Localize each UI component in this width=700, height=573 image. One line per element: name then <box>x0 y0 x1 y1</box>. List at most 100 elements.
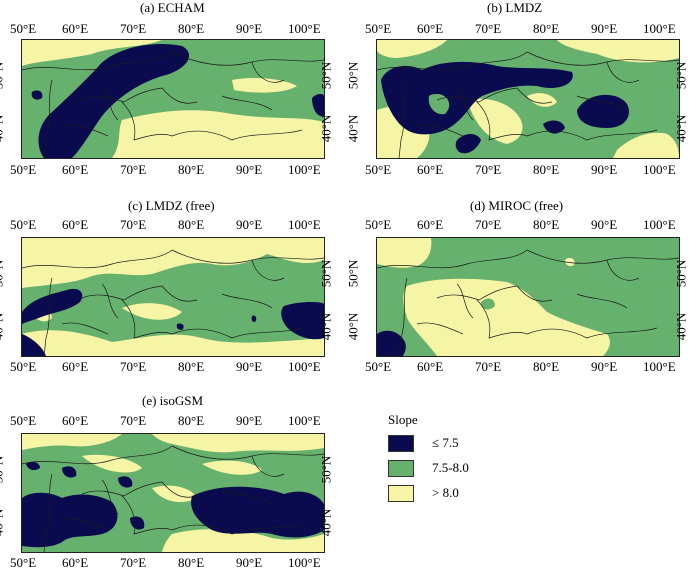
slope-high-region <box>613 132 679 158</box>
lon-tick-label: 70°E <box>120 555 147 570</box>
map-panel-c <box>21 237 325 357</box>
legend-label-low: ≤ 7.5 <box>432 435 459 450</box>
lon-tick-label: 80°E <box>178 21 205 36</box>
slope-low-region <box>191 486 324 538</box>
slope-high-region <box>22 330 324 356</box>
lon-tick-label: 70°E <box>475 21 502 36</box>
legend-swatch-mid <box>388 459 414 477</box>
lat-tick-label: 50°N <box>318 455 334 484</box>
legend-swatch-high <box>388 484 414 502</box>
lon-tick-label: 70°E <box>475 162 502 177</box>
map-panel-e <box>21 433 325 553</box>
panel-title-c: (c) LMDZ (free) <box>128 198 215 213</box>
lat-tick-label: 40°N <box>0 312 6 341</box>
slope-low-region <box>22 334 46 356</box>
slope-low-region <box>176 323 184 330</box>
slope-low-region <box>381 61 573 135</box>
legend-item-mid: 7.5-8.0 <box>388 459 469 477</box>
lon-tick-label: 90°E <box>591 217 618 232</box>
legend-label-high: > 8.0 <box>432 485 459 500</box>
lon-tick-label: 70°E <box>475 359 502 374</box>
lon-tick-label: 50°E <box>365 162 392 177</box>
slope-low-region <box>38 44 190 158</box>
lon-tick-label: 90°E <box>236 162 263 177</box>
lon-tick-label: 100°E <box>288 413 321 428</box>
slope-low-region <box>251 315 257 322</box>
lon-tick-label: 80°E <box>178 162 205 177</box>
slope-high-region <box>22 434 122 450</box>
lon-tick-label: 50°E <box>10 359 37 374</box>
lon-tick-label: 80°E <box>178 217 205 232</box>
lat-tick-label: 50°N <box>318 61 334 90</box>
slope-low-region <box>312 94 324 117</box>
lon-tick-label: 80°E <box>533 359 560 374</box>
map-panel-d <box>376 237 680 357</box>
lat-tick-label: 40°N <box>0 114 6 143</box>
slope-high-region <box>377 40 447 58</box>
lon-tick-label: 100°E <box>643 359 676 374</box>
lon-tick-label: 90°E <box>236 359 263 374</box>
lon-tick-label: 70°E <box>120 413 147 428</box>
slope-low-region <box>455 134 481 154</box>
lon-tick-label: 70°E <box>120 217 147 232</box>
legend-item-high: > 8.0 <box>388 484 459 502</box>
lon-tick-label: 90°E <box>236 21 263 36</box>
slope-mid-region <box>377 296 403 318</box>
panel-title-a: (a) ECHAM <box>140 0 205 15</box>
lon-tick-label: 60°E <box>417 359 444 374</box>
lon-tick-label: 80°E <box>533 162 560 177</box>
lat-tick-label: 40°N <box>345 312 361 341</box>
lon-tick-label: 50°E <box>10 413 37 428</box>
slope-high-region <box>202 460 262 475</box>
lon-tick-label: 60°E <box>62 555 89 570</box>
lat-tick-label: 50°N <box>345 61 361 90</box>
map-panel-a <box>21 39 325 159</box>
lon-tick-label: 80°E <box>178 359 205 374</box>
lat-tick-label: 50°N <box>345 259 361 288</box>
lon-tick-label: 60°E <box>62 217 89 232</box>
slope-high-region <box>152 434 324 453</box>
slope-low-region <box>543 120 565 134</box>
lon-tick-label: 100°E <box>288 359 321 374</box>
country-borders <box>22 51 324 158</box>
lon-tick-label: 90°E <box>236 217 263 232</box>
lat-tick-label: 40°N <box>318 312 334 341</box>
legend-label-mid: 7.5-8.0 <box>432 460 469 475</box>
lat-tick-label: 40°N <box>318 508 334 537</box>
lat-tick-label: 50°N <box>673 61 689 90</box>
lon-tick-label: 100°E <box>643 217 676 232</box>
lon-tick-label: 60°E <box>62 413 89 428</box>
lon-tick-label: 50°E <box>10 21 37 36</box>
lon-tick-label: 60°E <box>417 21 444 36</box>
lon-tick-label: 50°E <box>10 217 37 232</box>
country-borders <box>377 51 679 158</box>
lon-tick-label: 60°E <box>417 162 444 177</box>
lon-tick-label: 80°E <box>178 555 205 570</box>
lon-tick-label: 50°E <box>10 555 37 570</box>
lon-tick-label: 80°E <box>533 217 560 232</box>
lon-tick-label: 100°E <box>288 555 321 570</box>
lat-tick-label: 40°N <box>318 114 334 143</box>
slope-high-region <box>22 40 162 66</box>
slope-high-region <box>527 93 557 107</box>
lon-tick-label: 60°E <box>62 21 89 36</box>
slope-high-region <box>557 40 679 63</box>
country-borders <box>22 445 324 552</box>
country-borders <box>22 249 324 356</box>
slope-low-region <box>130 516 145 530</box>
lat-tick-label: 40°N <box>0 508 6 537</box>
lon-tick-label: 100°E <box>288 162 321 177</box>
lat-tick-label: 50°N <box>0 259 6 288</box>
lon-tick-label: 90°E <box>591 21 618 36</box>
lat-tick-label: 40°N <box>673 114 689 143</box>
slope-high-region <box>377 238 432 268</box>
slope-high-region <box>82 454 142 473</box>
slope-high-region <box>467 98 523 144</box>
legend-swatch-low <box>388 434 414 452</box>
lon-tick-label: 60°E <box>417 217 444 232</box>
panel-title-e: (e) isoGSM <box>142 393 204 408</box>
lat-tick-label: 50°N <box>0 455 6 484</box>
legend-title: Slope <box>388 412 418 427</box>
lon-tick-label: 50°E <box>365 359 392 374</box>
lon-tick-label: 100°E <box>643 162 676 177</box>
